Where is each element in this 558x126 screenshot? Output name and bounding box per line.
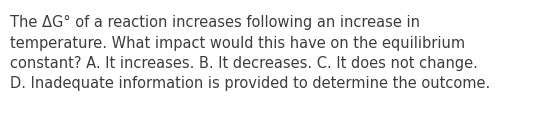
Text: The ΔG° of a reaction increases following an increase in
temperature. What impac: The ΔG° of a reaction increases followin… — [10, 15, 490, 91]
